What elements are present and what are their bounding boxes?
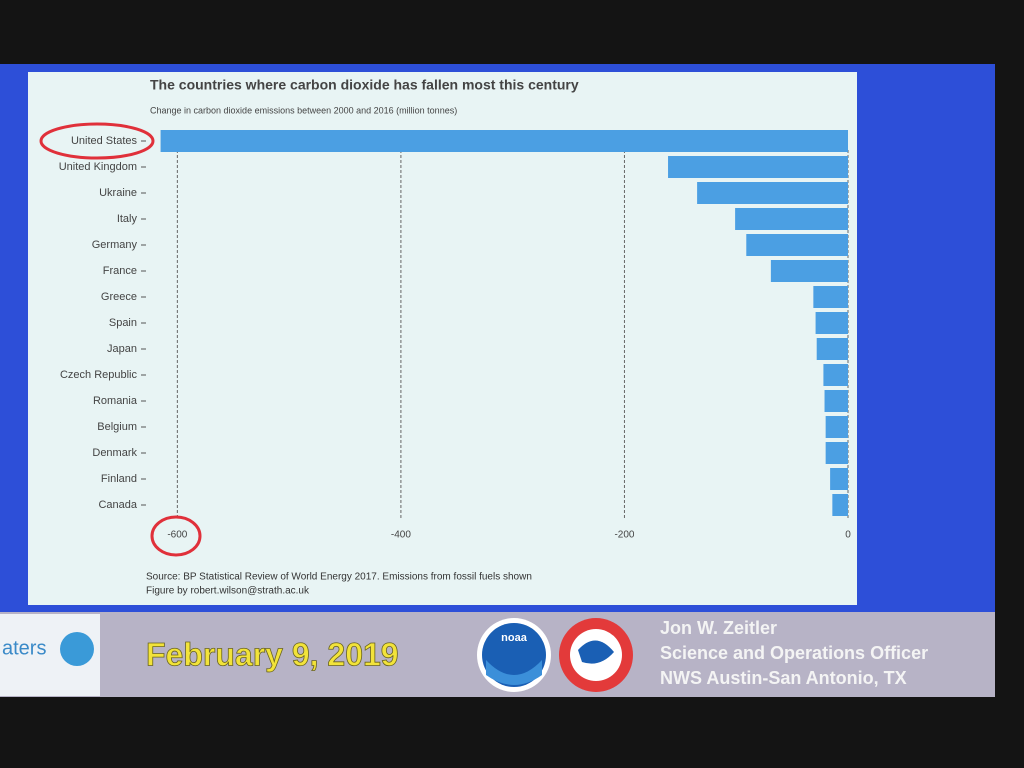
x-tick-label: -200 (614, 530, 634, 541)
y-tick-label: Finland (101, 473, 137, 485)
x-tick-label: 0 (845, 530, 851, 541)
plot: -600 -400 -200 0 United States United Kingdom… (59, 130, 851, 541)
y-tick-label: United Kingdom (59, 161, 137, 173)
partner-logo-text: aters (2, 637, 46, 659)
bar (825, 442, 848, 464)
y-tick-label: Italy (117, 213, 138, 225)
bar (816, 338, 848, 360)
y-tick-label: Canada (98, 499, 137, 511)
presenter-position: Science and Operations Officer (660, 643, 928, 663)
bar (746, 234, 848, 256)
bar (770, 260, 848, 282)
y-tick-label: Belgium (97, 421, 137, 433)
y-tick-label: Denmark (92, 447, 137, 459)
source: Source: BP Statistical Review of World E… (146, 572, 532, 583)
x-tick-label: -600 (167, 530, 187, 541)
y-tick-label: Czech Republic (60, 369, 138, 381)
chart-title: The countries where carbon dioxide has f… (150, 77, 579, 93)
bar (824, 390, 848, 412)
bar (815, 312, 848, 334)
date: February 9, 2019 (146, 636, 399, 672)
bar (832, 494, 848, 516)
y-tick-label: Germany (92, 239, 138, 251)
y-tick-label: Spain (109, 317, 137, 329)
partner-logo-mark (60, 632, 94, 666)
x-tick-label: -400 (391, 530, 411, 541)
highlight-circle (150, 515, 202, 557)
bar (668, 156, 848, 178)
bar (825, 416, 848, 438)
bar (697, 182, 848, 204)
y-tick-label: Japan (107, 343, 137, 355)
presenter-name: Jon W. Zeitler (660, 618, 777, 638)
y-tick-label: Ukraine (99, 187, 137, 199)
bar (823, 364, 848, 386)
highlight-circle (39, 122, 155, 160)
chart-subtitle: Change in carbon dioxide emissions betwe… (150, 105, 457, 115)
bar (735, 208, 848, 230)
y-tick-label: Romania (93, 395, 138, 407)
noaa-logo-text: noaa (501, 632, 528, 644)
bar (160, 130, 848, 152)
noaa-logo-wave (486, 660, 542, 685)
y-tick-label: United States (71, 135, 138, 147)
y-tick-label: Greece (101, 291, 137, 303)
bar (830, 468, 848, 490)
y-tick-label: France (103, 265, 137, 277)
presenter-office: NWS Austin-San Antonio, TX (660, 668, 907, 688)
credit: Figure by robert.wilson@strath.ac.uk (146, 586, 310, 597)
nws-logo-mark (578, 640, 614, 664)
bar (813, 286, 848, 308)
